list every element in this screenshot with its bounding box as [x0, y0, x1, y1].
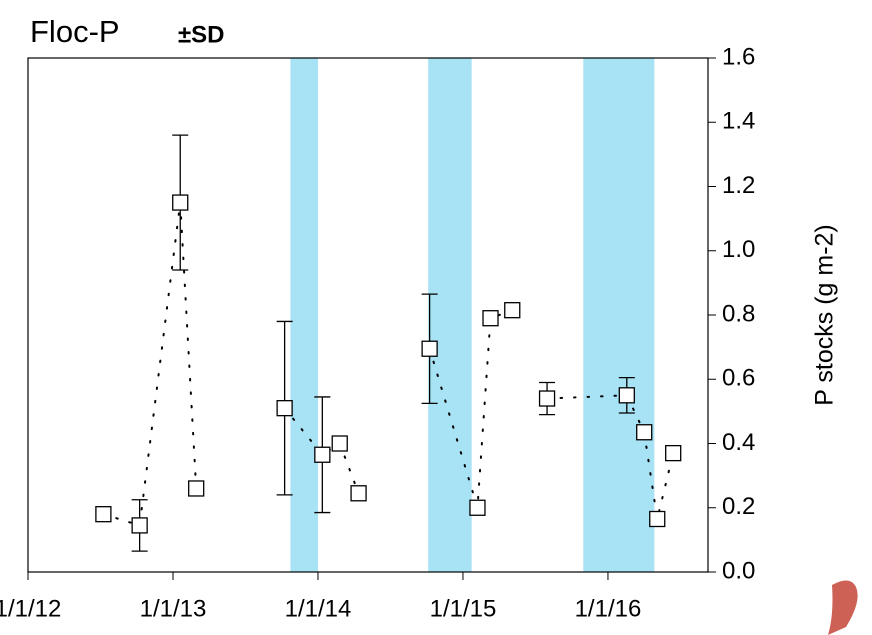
x-tick-label: 1/1/13 — [140, 595, 207, 622]
x-tick-label: 1/1/14 — [285, 595, 352, 622]
series-line — [103, 203, 196, 526]
marker — [132, 518, 147, 533]
marker — [505, 303, 520, 318]
shaded-span — [290, 58, 318, 572]
y-tick-label: 1.6 — [722, 43, 755, 70]
y-tick-label: 0.4 — [722, 429, 755, 456]
marker — [173, 195, 188, 210]
marker — [483, 311, 498, 326]
marker — [351, 486, 366, 501]
page: Floc-P ±SD P stocks (g m-2) 0.0 0.2 0.4 0.6… — [0, 0, 872, 635]
chart: Floc-P ±SD P stocks (g m-2) 0.0 0.2 0.4 0.6… — [0, 0, 872, 635]
marker — [96, 507, 111, 522]
y-tick-label: 0.0 — [722, 557, 755, 584]
x-tick-label: 1/1/15 — [430, 595, 497, 622]
x-tick-label: 1/1/16 — [575, 595, 642, 622]
chart-title: Floc-P — [30, 14, 120, 49]
marker — [422, 341, 437, 356]
marker — [540, 391, 555, 406]
marker — [650, 511, 665, 526]
shaded-span — [428, 58, 471, 572]
y-axis-label: P stocks (g m-2) — [811, 224, 839, 406]
x-tick-label: 1/1/12 — [0, 595, 61, 622]
marker — [666, 446, 681, 461]
marker — [277, 401, 292, 416]
y-tick-label: 1.4 — [722, 108, 755, 135]
marker — [315, 447, 330, 462]
y-tick-label: 0.2 — [722, 493, 755, 520]
chart-title-suffix: ±SD — [178, 21, 225, 48]
y-tick-label: 0.8 — [722, 300, 755, 327]
marker — [189, 481, 204, 496]
y-tick-label: 1.2 — [722, 172, 755, 199]
shaded-span — [583, 58, 654, 572]
marker — [637, 425, 652, 440]
y-tick-label: 1.0 — [722, 236, 755, 263]
marker — [332, 436, 347, 451]
marker — [470, 500, 485, 515]
y-tick-label: 0.6 — [722, 365, 755, 392]
marker — [619, 388, 634, 403]
decoration — [828, 580, 858, 635]
